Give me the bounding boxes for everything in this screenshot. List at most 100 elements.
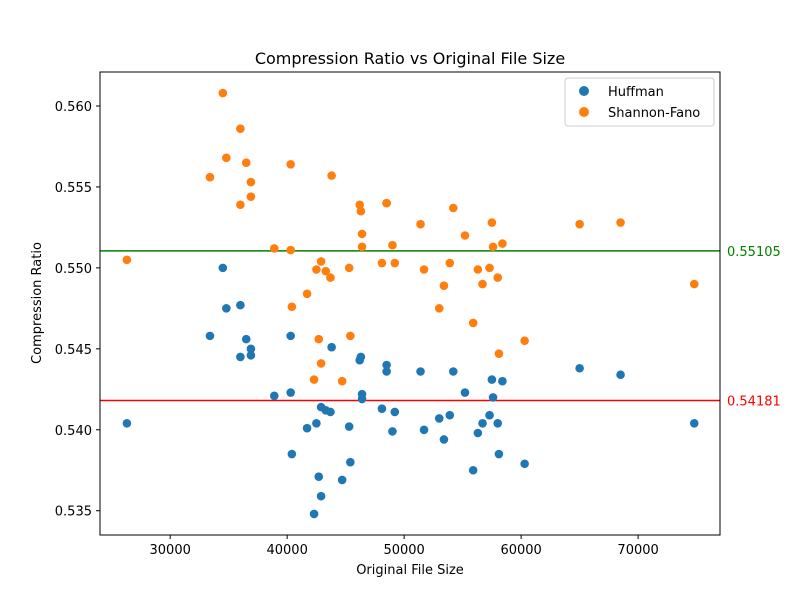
data-point	[377, 258, 387, 268]
data-point	[316, 359, 326, 368]
legend-frame	[564, 77, 715, 127]
data-point	[445, 410, 455, 420]
data-point	[326, 407, 335, 417]
data-point	[241, 158, 251, 167]
y-tick-label: 0.550	[55, 262, 92, 277]
data-point	[460, 388, 470, 397]
data-point	[487, 218, 497, 227]
data-point	[419, 265, 429, 274]
x-axis: 30000 40000 50000 60000 70000	[150, 535, 659, 558]
data-point	[286, 159, 295, 169]
data-point	[337, 475, 347, 485]
data-point	[302, 289, 312, 299]
legend: Huffman Shannon-Fano	[564, 77, 715, 127]
data-point	[520, 459, 529, 469]
data-point	[236, 200, 245, 210]
data-point	[689, 418, 699, 428]
data-point	[416, 367, 425, 376]
data-point	[356, 352, 366, 362]
x-tick-label: 30000	[150, 543, 191, 558]
data-point	[382, 367, 391, 376]
data-point	[448, 203, 458, 213]
data-point	[286, 331, 295, 341]
data-point	[270, 391, 279, 401]
data-point	[302, 423, 312, 433]
x-tick-label: 50000	[383, 543, 424, 558]
data-point	[246, 344, 256, 354]
data-point	[419, 425, 429, 435]
data-point	[312, 265, 321, 274]
data-point	[357, 389, 367, 399]
data-point	[321, 266, 331, 276]
data-point	[316, 491, 326, 501]
data-point	[327, 171, 336, 180]
data-point	[390, 407, 400, 417]
data-point	[498, 239, 507, 248]
x-tick-label: 60000	[500, 543, 541, 558]
data-point	[355, 200, 364, 210]
data-point	[434, 414, 444, 423]
data-point	[488, 393, 498, 402]
data-point	[312, 418, 321, 428]
data-point	[493, 273, 503, 282]
data-point	[122, 255, 132, 265]
data-point	[460, 231, 470, 240]
data-point	[439, 435, 449, 444]
data-point	[388, 240, 397, 250]
data-point	[246, 177, 256, 187]
data-point	[346, 457, 355, 467]
x-tick-label: 40000	[266, 543, 307, 558]
chart-title: Compression Ratio vs Original File Size	[255, 49, 565, 68]
y-tick-label: 0.535	[55, 505, 92, 520]
data-point	[344, 422, 354, 431]
reference-line-label-2: 0.54181	[727, 394, 781, 409]
legend-label-shannon-fano: Shannon-Fano	[608, 106, 700, 121]
y-tick-label: 0.545	[55, 343, 92, 358]
data-point	[616, 218, 625, 227]
data-point	[314, 472, 324, 482]
data-point	[309, 509, 319, 519]
data-point	[218, 263, 228, 273]
x-tick-label: 70000	[617, 543, 658, 558]
data-point	[520, 336, 529, 346]
data-point	[337, 376, 347, 386]
data-point	[390, 258, 400, 268]
legend-marker-huffman	[579, 86, 589, 96]
data-point	[439, 281, 449, 290]
data-point	[326, 273, 335, 282]
x-axis-label: Original File Size	[356, 563, 464, 578]
legend-marker-shannon-fano	[579, 107, 589, 117]
data-point	[286, 245, 295, 255]
data-point	[309, 375, 319, 384]
data-point	[494, 449, 504, 459]
data-point	[236, 352, 245, 362]
data-point	[377, 404, 387, 414]
data-point	[494, 349, 504, 358]
data-point	[473, 428, 483, 438]
data-point	[382, 198, 391, 208]
data-point	[236, 124, 245, 133]
data-point	[382, 360, 391, 370]
data-point	[314, 334, 324, 344]
data-point	[218, 88, 228, 98]
data-point	[575, 363, 584, 373]
plot-frame	[99, 71, 721, 536]
plot-area	[100, 88, 720, 519]
data-point	[287, 302, 297, 312]
data-point	[448, 367, 458, 376]
data-point	[205, 331, 215, 341]
data-point	[498, 376, 507, 386]
data-point	[488, 242, 498, 252]
data-point	[286, 388, 295, 397]
data-point	[356, 206, 366, 216]
data-point	[689, 279, 699, 289]
data-point	[287, 449, 297, 459]
data-point	[478, 418, 487, 428]
y-tick-label: 0.555	[55, 181, 92, 196]
data-point	[236, 300, 245, 310]
data-point	[122, 418, 132, 428]
data-point	[493, 418, 503, 428]
data-point	[445, 258, 455, 268]
data-point	[478, 279, 487, 289]
